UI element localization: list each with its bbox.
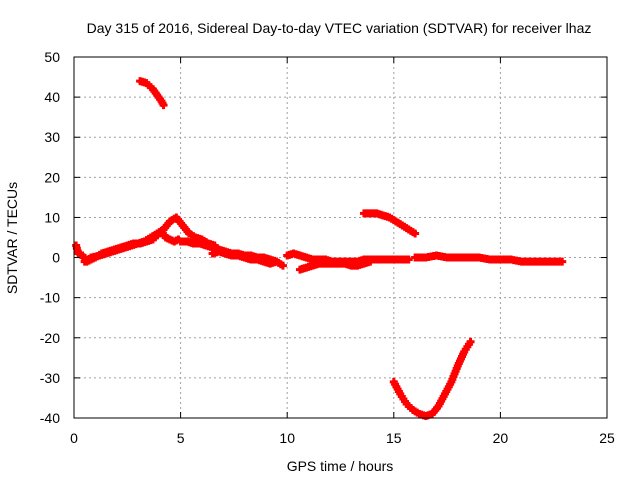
series-arc-high-late — [359, 209, 420, 238]
y-tick-label: -10 — [40, 290, 60, 306]
grid — [74, 57, 607, 418]
x-tick-label: 15 — [386, 430, 402, 446]
series-cluster-mid-low — [295, 257, 375, 274]
series-cluster-late — [411, 251, 567, 266]
x-tick-label: 25 — [599, 430, 615, 446]
x-axis-label: GPS time / hours — [287, 458, 394, 474]
y-tick-label: 10 — [44, 209, 60, 225]
data-point — [404, 255, 413, 264]
y-axis: 50 40 30 20 10 0 -10 -20 -30 -40 — [40, 49, 607, 426]
y-tick-label: -30 — [40, 370, 60, 386]
data-points — [72, 77, 567, 420]
chart-title: Day 315 of 2016, Sidereal Day-to-day VTE… — [87, 20, 592, 36]
y-tick-label: 50 — [44, 49, 60, 65]
y-tick-label: -20 — [40, 330, 60, 346]
data-point — [272, 257, 281, 266]
y-axis-label: SDTVAR / TECUs — [4, 182, 20, 294]
data-point — [558, 257, 567, 266]
data-point — [366, 257, 375, 266]
y-tick-label: 20 — [44, 169, 60, 185]
x-axis: 0 5 10 15 20 25 — [70, 57, 615, 446]
x-tick-label: 10 — [279, 430, 295, 446]
y-tick-label: 40 — [44, 89, 60, 105]
y-tick-label: 30 — [44, 129, 60, 145]
x-tick-label: 5 — [177, 430, 185, 446]
data-point — [411, 229, 420, 238]
plot-frame — [73, 56, 608, 419]
data-point — [278, 261, 287, 270]
x-tick-label: 20 — [493, 430, 509, 446]
y-tick-label: -40 — [40, 410, 60, 426]
series-arc-low — [389, 337, 475, 420]
series-cluster-main-b — [80, 213, 219, 266]
data-point — [466, 337, 475, 346]
series-cluster-main-d — [208, 247, 281, 268]
data-point — [159, 101, 168, 110]
series-arc-high-early — [136, 77, 168, 110]
y-tick-label: 0 — [52, 250, 60, 266]
x-tick-label: 0 — [70, 430, 78, 446]
